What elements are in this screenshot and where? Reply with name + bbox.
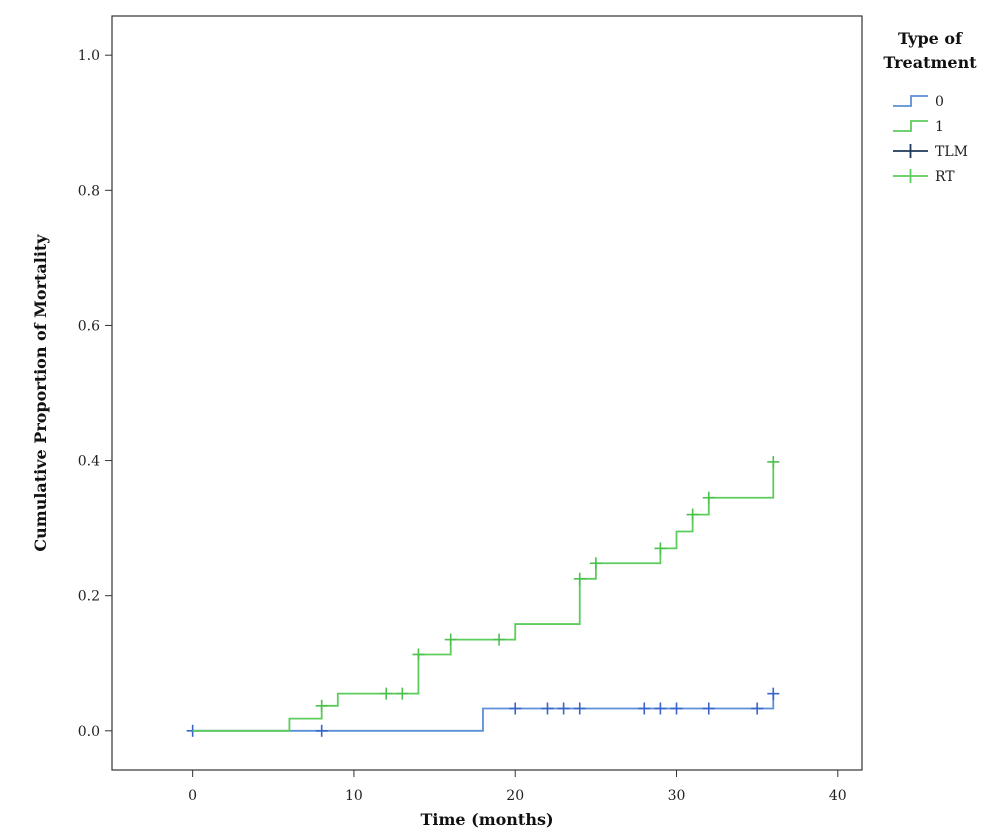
series-1-censor-mark xyxy=(493,633,506,646)
series-0-censor-mark xyxy=(509,702,522,715)
series-1-censor-mark xyxy=(396,687,409,700)
series-1-censor-mark xyxy=(767,455,780,468)
y-tick-label: 0.2 xyxy=(78,589,100,605)
x-axis: 0 10 20 30 40 xyxy=(188,770,847,804)
x-tick-label: 10 xyxy=(345,788,363,804)
legend-swatch-step xyxy=(893,95,928,107)
legend-entry-0: 0 xyxy=(893,94,944,110)
series-1-censor-mark xyxy=(686,508,699,521)
series-0-censor-mark xyxy=(751,702,764,715)
y-tick-label: 1.0 xyxy=(78,48,100,64)
x-tick-label: 20 xyxy=(506,788,524,804)
plot-frame xyxy=(111,15,863,771)
y-tick-label: 0.4 xyxy=(78,454,100,470)
series-0-censor-mark xyxy=(767,687,780,700)
series-0-censor-mark xyxy=(670,702,683,715)
legend-entry-RT: RT xyxy=(893,169,955,185)
legend-title-line1: Type of xyxy=(898,29,963,48)
y-tick-label: 0.6 xyxy=(78,318,100,334)
series-1-censor-mark xyxy=(444,633,457,646)
series-0-censor-mark xyxy=(315,724,328,737)
x-tick-label: 0 xyxy=(188,788,197,804)
legend-entry-TLM: TLM xyxy=(893,144,968,160)
x-tick-label: 30 xyxy=(668,788,686,804)
series-0-censor-mark xyxy=(702,702,715,715)
series-0-censor-mark xyxy=(638,702,651,715)
series-1-censor-mark xyxy=(380,687,393,700)
y-tick-label: 0.0 xyxy=(78,724,100,740)
series-layer xyxy=(186,455,780,737)
legend-entry-1: 1 xyxy=(893,119,944,135)
series-0-censor-mark xyxy=(654,702,667,715)
legend-label: RT xyxy=(935,169,955,185)
x-tick-label: 40 xyxy=(829,788,847,804)
y-axis-title: Cumulative Proportion of Mortality xyxy=(31,234,50,552)
series-1-censor-mark xyxy=(315,699,328,712)
series-1-censor-mark xyxy=(573,572,586,585)
series-0-censor-mark xyxy=(573,702,586,715)
legend-label: 1 xyxy=(935,119,944,135)
series-0-censor-mark xyxy=(541,702,554,715)
series-1-censor-mark xyxy=(589,557,602,570)
y-axis: 0.0 0.2 0.4 0.6 0.8 1.0 xyxy=(78,48,112,740)
legend-entries: 0 1 TLM RT xyxy=(893,94,968,185)
series-1-censor-mark xyxy=(702,491,715,504)
series-1-censor-mark xyxy=(654,542,667,555)
x-axis-title: Time (months) xyxy=(420,810,553,829)
series-1-censor-mark xyxy=(412,648,425,661)
legend-label: TLM xyxy=(935,144,968,160)
y-tick-label: 0.8 xyxy=(78,183,100,199)
legend-swatch-step xyxy=(893,120,928,132)
legend-label: 0 xyxy=(935,94,944,110)
legend-title-line2: Treatment xyxy=(883,53,977,72)
series-0-step-line xyxy=(192,693,775,732)
legend: Type of Treatment 0 1 TLM RT xyxy=(883,29,977,185)
series-0-censor-mark xyxy=(557,702,570,715)
